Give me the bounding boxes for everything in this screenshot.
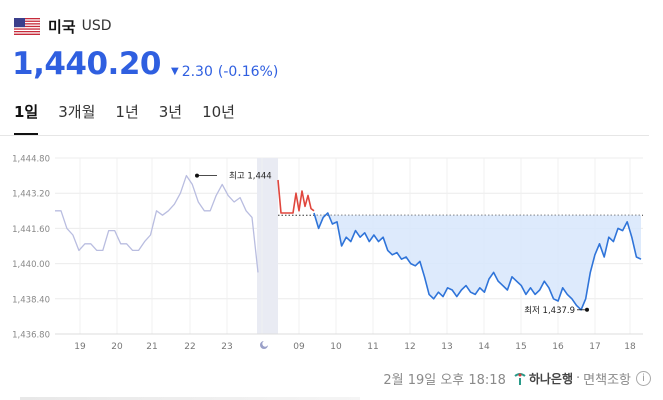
tab-3y[interactable]: 3년 — [158, 103, 183, 121]
price-chart[interactable]: 1,444.80 1,443.20 1,441.60 1,440.00 1,438.40… — [0, 146, 663, 356]
x-tick-label: 21 — [146, 342, 157, 352]
x-tick-label: 23 — [221, 342, 232, 352]
y-tick-label: 1,444.80 — [12, 155, 50, 165]
country-name: 미국 — [48, 17, 76, 36]
x-tick-label: 15 — [515, 342, 526, 352]
series-line-today — [313, 212, 642, 311]
exchange-rate-price: 1,440.20 — [12, 46, 161, 82]
down-arrow-icon: ▼ — [170, 66, 179, 77]
x-tick-label: 11 — [367, 342, 378, 352]
info-icon[interactable]: i — [636, 371, 651, 386]
series-line-pre-open — [277, 179, 315, 214]
y-tick-label: 1,443.20 — [12, 190, 50, 200]
overnight-band — [257, 158, 278, 334]
y-tick-label: 1,440.00 — [12, 260, 50, 270]
x-tick-label: 22 — [184, 342, 195, 352]
quote-row: 1,440.20 ▼ 2.30 (-0.16%) — [12, 46, 278, 82]
x-tick-label: 09 — [293, 342, 305, 352]
tab-1d[interactable]: 1일 — [14, 102, 39, 135]
period-tabs: 1일 3개월 1년 3년 10년 — [14, 102, 255, 135]
x-tick-label: 19 — [74, 342, 86, 352]
us-flag-icon — [14, 17, 40, 35]
disclaimer-link[interactable]: 면책조항 — [583, 373, 631, 388]
tab-1y[interactable]: 1년 — [115, 103, 139, 121]
low-label: 최저 1,437.9 — [524, 305, 575, 316]
x-tick-label: 17 — [589, 342, 600, 352]
footer-separator: · — [576, 371, 581, 386]
change-percent: (-0.16%) — [217, 63, 279, 80]
y-tick-label: 1,441.60 — [12, 225, 50, 235]
moon-icon — [260, 341, 268, 349]
bank-name: 하나은행 — [528, 372, 574, 386]
y-tick-label: 1,438.40 — [12, 295, 50, 305]
x-tick-label: 20 — [111, 342, 123, 352]
x-tick-label: 14 — [478, 342, 490, 352]
series-line-previous-days — [55, 174, 259, 273]
currency-header: 미국 USD — [14, 14, 112, 38]
x-tick-label: 13 — [441, 342, 452, 352]
x-tick-label: 10 — [330, 342, 342, 352]
tab-10y[interactable]: 10년 — [202, 103, 235, 121]
x-tick-label: 18 — [624, 342, 636, 352]
high-label: 최고 1,444 — [229, 171, 272, 182]
footer: 2월 19일 오후 18:18 하나은행 · 면책조항 i — [383, 369, 651, 388]
price-change: ▼ 2.30 (-0.16%) — [171, 64, 278, 80]
update-timestamp: 2월 19일 오후 18:18 — [383, 373, 506, 388]
today-fill-area — [314, 213, 641, 310]
tab-divider — [0, 135, 649, 136]
currency-code: USD — [81, 18, 112, 34]
x-tick-label: 12 — [404, 342, 415, 352]
y-tick-label: 1,436.80 — [12, 331, 50, 341]
hana-bank-logo-icon — [514, 372, 526, 385]
tab-3m[interactable]: 3개월 — [58, 103, 96, 121]
change-amount: 2.30 — [181, 63, 213, 80]
bottom-divider — [20, 397, 360, 400]
x-tick-label: 16 — [552, 342, 564, 352]
